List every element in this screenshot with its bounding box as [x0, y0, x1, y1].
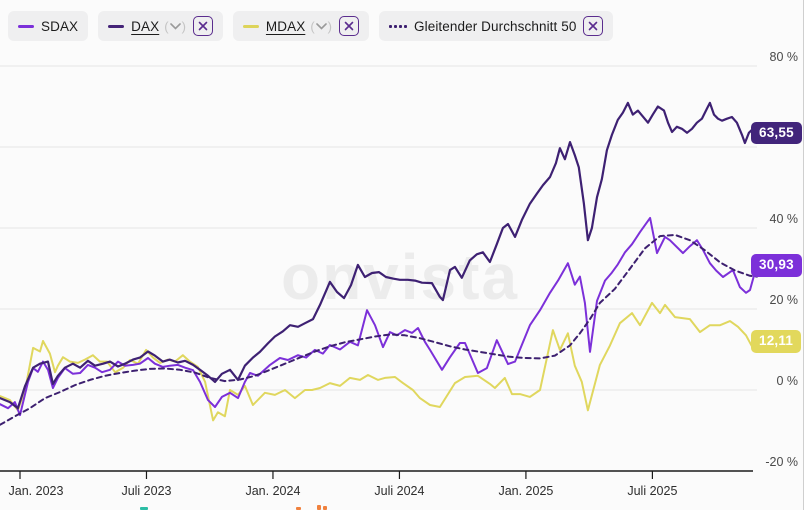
- moving-average-close-icon[interactable]: [583, 16, 604, 36]
- series-line-sdax[interactable]: [0, 216, 758, 417]
- legend-label-mdax[interactable]: MDAX: [265, 18, 306, 34]
- series-line-gleitender-durchschnitt-50[interactable]: [0, 233, 758, 426]
- series-line-dax[interactable]: [0, 101, 759, 410]
- chart-legend: SDAX DAX () MDAX () Gleitender Durchschn…: [8, 11, 614, 41]
- x-axis-label: Juli 2024: [374, 484, 425, 498]
- bottom-partial-mark: [140, 507, 148, 510]
- mdax-close-icon[interactable]: [339, 16, 360, 36]
- dax-close-icon[interactable]: [192, 16, 213, 36]
- series-line-mdax[interactable]: [0, 301, 758, 422]
- bottom-partial-mark: [317, 505, 321, 510]
- dax-last-value-badge: 63,55: [751, 121, 802, 145]
- legend-chip-moving-average[interactable]: Gleitender Durchschnitt 50: [379, 11, 614, 41]
- legend-label-sdax: SDAX: [41, 18, 79, 34]
- bottom-partial-mark: [323, 506, 327, 510]
- panel-right-border: [803, 0, 806, 510]
- legend-label-dax[interactable]: DAX: [131, 18, 160, 34]
- y-axis-label: 80 %: [769, 50, 799, 64]
- dax-dropdown-chevron-icon[interactable]: (): [164, 18, 186, 34]
- sdax-last-value-badge: 30,93: [751, 253, 802, 277]
- y-axis-label: -20 %: [765, 455, 798, 469]
- x-axis-label: Jan. 2023: [8, 484, 64, 498]
- mdax-last-value-badge: 12,11: [751, 329, 802, 353]
- y-axis-label: 0 %: [776, 374, 798, 388]
- legend-chip-dax[interactable]: DAX (): [98, 11, 223, 41]
- dax-line-swatch-icon: [108, 24, 125, 28]
- bottom-partial-mark: [296, 507, 301, 510]
- sdax-line-swatch-icon: [18, 24, 34, 28]
- y-axis-label: 20 %: [769, 293, 799, 307]
- x-axis-label: Jan. 2024: [245, 484, 301, 498]
- x-axis-label: Jan. 2025: [498, 484, 554, 498]
- x-axis-label: Juli 2023: [121, 484, 172, 498]
- mdax-dropdown-chevron-icon[interactable]: (): [310, 18, 333, 34]
- x-axis-label: Juli 2025: [627, 484, 678, 498]
- y-axis-label: 40 %: [769, 212, 799, 226]
- legend-label-moving-average: Gleitender Durchschnitt 50: [414, 18, 577, 34]
- legend-chip-mdax[interactable]: MDAX (): [232, 11, 370, 41]
- mdax-line-swatch-icon: [242, 24, 259, 28]
- moving-average-dotted-swatch-icon: [389, 24, 408, 28]
- legend-chip-sdax[interactable]: SDAX: [8, 11, 89, 41]
